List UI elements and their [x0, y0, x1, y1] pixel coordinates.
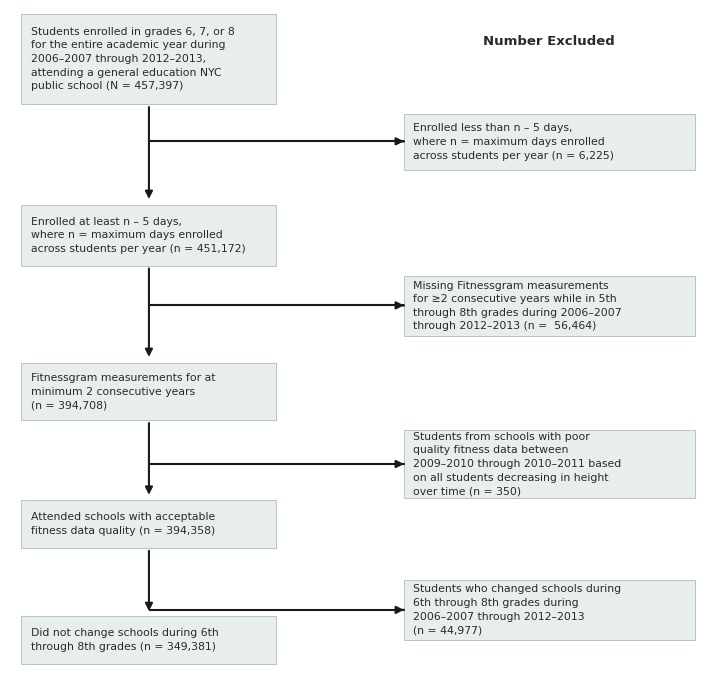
FancyBboxPatch shape: [404, 276, 695, 336]
Text: Students who changed schools during
6th through 8th grades during
2006–2007 thro: Students who changed schools during 6th …: [414, 584, 621, 635]
Text: Enrolled at least n – 5 days,
where n = maximum days enrolled
across students pe: Enrolled at least n – 5 days, where n = …: [30, 217, 245, 254]
FancyBboxPatch shape: [22, 14, 276, 104]
Text: Missing Fitnessgram measurements
for ≥2 consecutive years while in 5th
through 8: Missing Fitnessgram measurements for ≥2 …: [414, 281, 622, 331]
Text: Did not change schools during 6th
through 8th grades (n = 349,381): Did not change schools during 6th throug…: [30, 628, 218, 652]
FancyBboxPatch shape: [404, 430, 695, 497]
FancyBboxPatch shape: [22, 616, 276, 664]
Text: Number Excluded: Number Excluded: [484, 35, 615, 48]
FancyBboxPatch shape: [404, 580, 695, 640]
FancyBboxPatch shape: [22, 205, 276, 265]
Text: Attended schools with acceptable
fitness data quality (n = 394,358): Attended schools with acceptable fitness…: [30, 512, 215, 536]
Text: Enrolled less than n – 5 days,
where n = maximum days enrolled
across students p: Enrolled less than n – 5 days, where n =…: [414, 123, 615, 161]
FancyBboxPatch shape: [22, 363, 276, 421]
Text: Students enrolled in grades 6, 7, or 8
for the entire academic year during
2006–: Students enrolled in grades 6, 7, or 8 f…: [30, 27, 234, 91]
FancyBboxPatch shape: [404, 115, 695, 169]
FancyBboxPatch shape: [22, 499, 276, 548]
Text: Students from schools with poor
quality fitness data between
2009–2010 through 2: Students from schools with poor quality …: [414, 431, 622, 496]
Text: Fitnessgram measurements for at
minimum 2 consecutive years
(n = 394,708): Fitnessgram measurements for at minimum …: [30, 373, 215, 410]
